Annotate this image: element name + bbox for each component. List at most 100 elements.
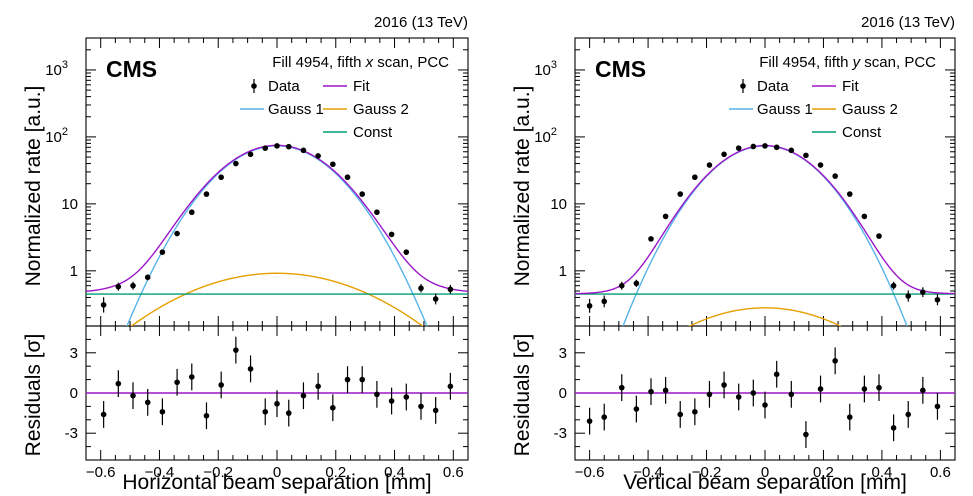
plot-title: Fill 4954, fifth y scan, PCC	[759, 54, 936, 71]
residual-point	[662, 387, 669, 394]
data-point	[832, 173, 838, 179]
title-prefix: Fill 4954, fifth	[272, 54, 365, 71]
y-tick-label: 102	[534, 126, 557, 146]
legend: Data Fit Gauss 1 Gauss 2 Const	[240, 78, 409, 141]
data-point	[817, 162, 824, 168]
data-point	[692, 174, 698, 181]
residual-point	[861, 386, 868, 392]
residual-point	[432, 407, 439, 414]
y-tick-label: 103	[534, 59, 557, 79]
data-point	[677, 191, 684, 197]
data-point	[262, 145, 269, 151]
residual-point	[203, 412, 210, 419]
data-point	[247, 151, 254, 158]
y-axis-label: Normalized rate [a.u.]	[511, 86, 534, 287]
resid-tick-label: 0	[70, 385, 78, 402]
data-point	[750, 143, 757, 150]
gauss2-curve	[688, 307, 842, 326]
y-tick-label: 10	[550, 196, 567, 213]
legend-gauss1-label: Gauss 1	[268, 101, 324, 118]
y-tick-base: 10	[534, 129, 551, 146]
y-tick-exponent: 2	[62, 126, 68, 138]
cms-label: CMS	[595, 56, 646, 82]
resid-tick-label: 3	[559, 345, 567, 362]
energy-label: 2016 (13 TeV)	[861, 14, 955, 31]
residual-point	[262, 408, 269, 415]
y-tick-label: 10	[61, 196, 78, 213]
data-point	[159, 249, 166, 255]
residual-point	[315, 383, 321, 390]
legend-data-label: Data	[757, 78, 789, 95]
title-prefix: Fill 4954, fifth	[759, 54, 852, 71]
data-point	[618, 282, 625, 289]
data-point	[876, 233, 882, 239]
data-point	[218, 174, 224, 181]
energy-label: 2016 (13 TeV)	[374, 14, 468, 31]
data-point	[115, 283, 122, 290]
legend-const-label: Const	[353, 124, 393, 141]
data-point	[706, 162, 713, 168]
title-variable: x	[365, 54, 374, 71]
x-tick-label: 0.6	[930, 464, 951, 481]
x-tick-label: −0.2	[692, 464, 722, 481]
residual-point	[648, 388, 654, 395]
data-point	[861, 213, 868, 220]
data-point	[846, 191, 853, 197]
residual-point	[817, 386, 824, 392]
legend-data-marker	[251, 83, 257, 89]
data-point	[934, 296, 941, 303]
y-tick-exponent: 3	[62, 59, 68, 71]
data-point	[174, 230, 180, 237]
residual-point	[721, 382, 727, 388]
x-tick-label: −0.6	[575, 464, 605, 481]
y-axis-label: Normalized rate [a.u.]	[22, 86, 45, 287]
data-point	[788, 147, 795, 154]
residual-point	[905, 411, 912, 418]
data-point	[803, 152, 809, 159]
x-axis-label: Horizontal beam separation [mm]	[122, 471, 431, 494]
legend-fit-label: Fit	[842, 78, 859, 95]
data-point	[100, 302, 107, 308]
legend-const-label: Const	[842, 124, 882, 141]
resid-tick-label: -3	[65, 425, 78, 442]
residual-point	[773, 371, 780, 378]
data-point	[130, 282, 136, 289]
residual-point	[934, 403, 941, 410]
residual-point	[846, 414, 853, 420]
residual-point	[374, 391, 380, 398]
data-point	[662, 213, 669, 220]
data-point	[905, 293, 912, 299]
x-tick-label: −0.4	[145, 464, 175, 481]
data-point	[586, 303, 593, 309]
gauss2-curve	[130, 272, 424, 326]
data-point	[374, 209, 380, 216]
data-point	[144, 274, 151, 281]
data-point	[359, 191, 366, 197]
data-point	[300, 147, 307, 154]
residual-point	[274, 400, 280, 407]
title-suffix: scan, PCC	[860, 54, 936, 71]
residual-point	[692, 408, 698, 415]
data-point	[274, 143, 280, 149]
data-point	[344, 174, 351, 181]
data-point	[920, 289, 926, 295]
x-tick-label: 0	[761, 464, 769, 481]
model-curves	[575, 144, 955, 326]
residual-point	[706, 391, 713, 398]
x-tick-label: −0.6	[86, 464, 116, 481]
residual-point	[601, 414, 608, 420]
data-point	[648, 236, 654, 242]
y-tick-exponent: 2	[551, 126, 557, 138]
residual-axis-label: Residuals [σ]	[22, 334, 45, 457]
data-point	[330, 161, 336, 168]
x-tick-label: 0.6	[443, 464, 464, 481]
residual-point	[920, 387, 926, 394]
data-point	[233, 160, 239, 167]
data-points	[586, 143, 941, 313]
y-tick-base: 10	[45, 62, 62, 79]
legend: Data Fit Gauss 1 Gauss 2 Const	[729, 78, 898, 141]
plot-title: Fill 4954, fifth x scan, PCC	[272, 54, 449, 71]
